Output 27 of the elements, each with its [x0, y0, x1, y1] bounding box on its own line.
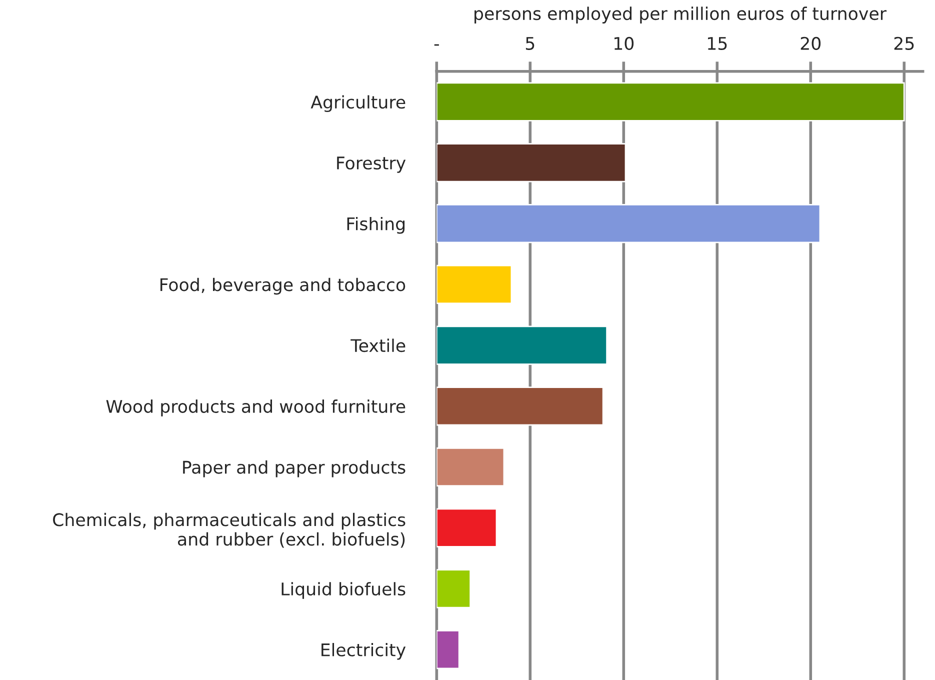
y-tick-label: Electricity	[322, 642, 406, 660]
y-tick-label: Paper and paper products	[183, 460, 406, 478]
y-tick-label: Fishing	[347, 216, 405, 234]
y-tick-label: Wood products and wood furniture	[106, 400, 406, 416]
y-tick-label: Textile	[350, 338, 406, 352]
bar	[436, 447, 505, 487]
x-tick-label: 10	[614, 36, 634, 50]
x-tick-label: -	[434, 44, 439, 46]
x-tick-label: 25	[894, 36, 914, 50]
y-tick-label: Chemicals, pharmaceuticals and plastics and rubber (excl. biofuels)	[53, 512, 406, 548]
x-tick-label: 15	[708, 37, 727, 50]
y-tick-label: Food, beverage and tobacco	[160, 278, 406, 295]
bar	[436, 204, 821, 244]
y-tick-label: Liquid biofuels	[282, 582, 406, 599]
bar	[436, 630, 460, 670]
bar	[436, 508, 498, 548]
bar	[436, 264, 512, 304]
bar	[436, 569, 471, 608]
x-tick-label: 20	[800, 36, 821, 50]
y-tick-label: Forestry	[337, 156, 406, 173]
bar	[436, 143, 626, 182]
bar	[436, 386, 604, 426]
bar	[436, 82, 905, 122]
x-axis-title: persons employed per million euros of turnover	[474, 6, 887, 24]
y-tick-label: Agriculture	[310, 95, 406, 112]
bar	[436, 326, 608, 365]
x-tick-label: 5	[526, 37, 534, 50]
